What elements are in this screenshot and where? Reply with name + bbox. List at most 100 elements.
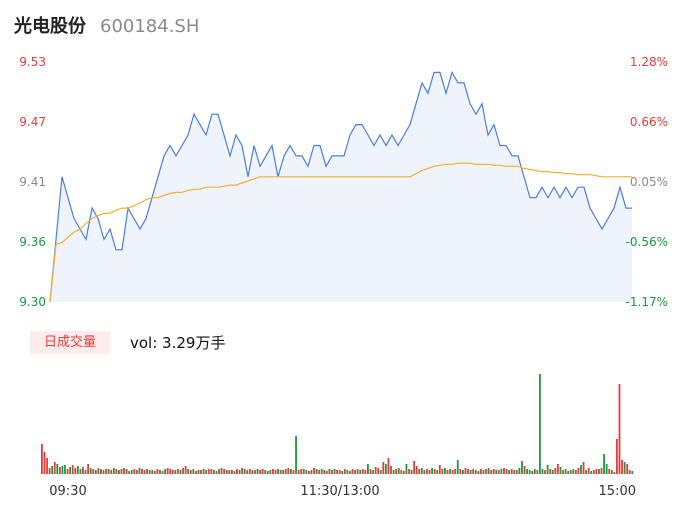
volume-bar (420, 468, 423, 474)
volume-bar (613, 472, 616, 474)
volume-bar (574, 470, 577, 474)
volume-bar (526, 469, 528, 474)
volume-bar (600, 468, 603, 474)
volume-bar (428, 470, 431, 474)
price-tick-label: 9.53 (19, 55, 46, 69)
volume-bar (287, 468, 290, 474)
volume-bar (372, 470, 374, 474)
volume-bar (523, 466, 526, 474)
volume-bar (410, 470, 413, 474)
average-price-line (49, 162, 632, 303)
volume-bar (384, 464, 387, 474)
volume-bar (153, 471, 156, 474)
volume-bar (46, 458, 48, 474)
volume-bar (125, 469, 128, 474)
volume-bar (112, 468, 115, 474)
volume-bar (92, 469, 95, 474)
stock-name: 光电股份 (14, 16, 86, 37)
volume-bar (74, 468, 77, 474)
volume-bar (562, 470, 564, 474)
volume-bar (603, 454, 605, 474)
volume-bar (76, 466, 79, 474)
time-tick-label: 15:00 (599, 484, 636, 499)
volume-bar (415, 466, 418, 474)
stock-header: 光电股份 600184.SH (14, 12, 199, 40)
volume-bar (135, 470, 138, 474)
volume-bar (118, 470, 120, 474)
volume-bar (107, 469, 110, 474)
volume-bar (223, 469, 226, 474)
price-tick-label: 9.30 (19, 295, 46, 309)
volume-bar (495, 470, 498, 474)
volume-bar (395, 469, 398, 474)
volume-bar (608, 469, 611, 474)
volume-bar (533, 469, 536, 474)
volume-bar (333, 469, 336, 474)
volume-bar (254, 470, 256, 474)
volume-bar (128, 471, 131, 474)
volume-bar (364, 470, 367, 474)
volume-bar (577, 468, 580, 474)
volume-bar (228, 470, 231, 474)
volume-bar (379, 470, 382, 474)
volume-bar (141, 469, 143, 474)
volume-bar (377, 468, 380, 474)
volume-bar (628, 470, 631, 474)
volume-bar (225, 470, 228, 474)
time-tick-label: 11:30/13:00 (300, 484, 379, 499)
volume-bar (400, 470, 403, 474)
volume-bar (82, 467, 84, 474)
percent-tick-label: -0.56% (626, 235, 668, 249)
volume-bar (508, 470, 511, 474)
volume-bar (456, 460, 459, 474)
volume-bar (184, 466, 187, 474)
volume-bar (559, 467, 562, 474)
price-tick-label: 9.47 (19, 115, 46, 129)
volume-bar (69, 467, 72, 474)
volume-bar (120, 469, 123, 474)
percent-tick-label: 1.28% (630, 55, 668, 69)
volume-bar (187, 469, 190, 474)
volume-bar (195, 471, 197, 474)
volume-bar (413, 461, 416, 474)
volume-bar (123, 468, 125, 474)
volume-bar (462, 470, 464, 474)
volume-bar (338, 470, 341, 474)
volume-bar (284, 469, 287, 474)
volume-bar (130, 470, 133, 474)
volume-bar (94, 470, 97, 474)
volume-bar (433, 469, 436, 474)
volume-bar (100, 469, 102, 474)
volume-bar (197, 470, 200, 474)
volume-bar (392, 470, 395, 474)
volume-bar (374, 467, 377, 474)
volume-bar (279, 470, 282, 474)
volume-bar (459, 469, 462, 474)
volume-bar (159, 470, 161, 474)
volume-bar (156, 469, 159, 474)
volume-label-badge: 日成交量 (30, 331, 110, 354)
volume-bar (492, 469, 495, 474)
volume-bar (423, 470, 426, 474)
volume-bar (143, 470, 146, 474)
volume-bar (71, 465, 74, 474)
volume-bar (243, 469, 246, 474)
volume-bar (341, 471, 344, 474)
volume-bar (354, 470, 356, 474)
volume-bar (192, 469, 195, 474)
percent-tick-label: 0.66% (630, 115, 668, 129)
volume-bar (549, 469, 552, 474)
volume-bar (166, 468, 169, 474)
volume-bar (539, 374, 541, 474)
volume-bar (472, 469, 475, 474)
volume-bar (438, 465, 441, 474)
volume-bar (318, 470, 321, 474)
volume-bar (174, 470, 177, 474)
volume-bar (164, 469, 167, 474)
volume-bar (66, 469, 69, 474)
volume-bar (490, 470, 493, 474)
volume-bar (544, 470, 546, 474)
volume-bar (556, 464, 559, 474)
volume-bar (251, 470, 254, 474)
price-line (49, 70, 632, 303)
